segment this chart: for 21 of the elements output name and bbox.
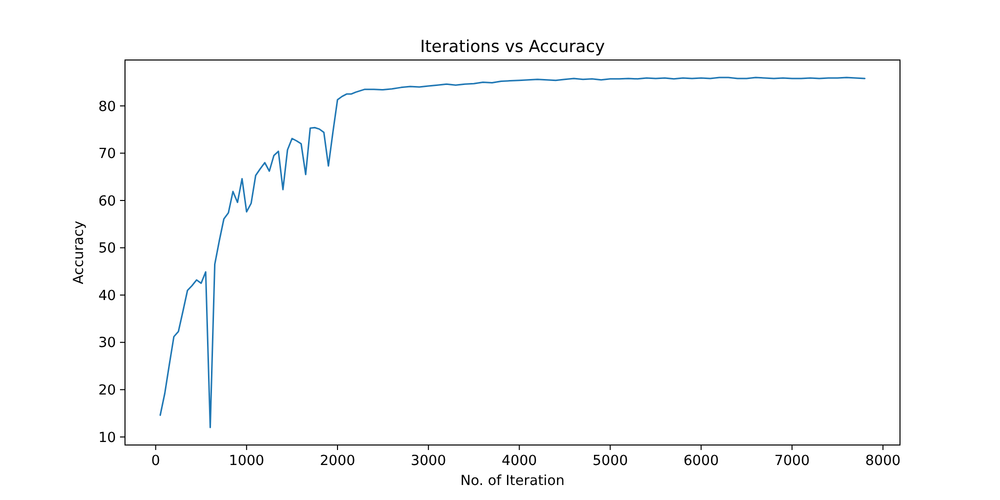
x-tick-label: 1000: [228, 453, 264, 469]
x-tick-label: 8000: [865, 453, 901, 469]
y-tick-label: 10: [98, 430, 116, 446]
x-tick-label: 5000: [592, 453, 628, 469]
y-tick-label: 50: [98, 240, 116, 257]
x-tick-label: 6000: [683, 453, 719, 469]
y-axis-title: Accuracy: [71, 220, 87, 284]
x-tick-label: 3000: [410, 453, 446, 469]
chart-title: Iterations vs Accuracy: [420, 36, 606, 56]
y-tick-label: 80: [98, 98, 116, 115]
y-tick-label: 40: [98, 288, 116, 304]
y-tick-label: 70: [98, 146, 116, 162]
y-tick-label: 30: [98, 335, 116, 352]
x-tick-label: 0: [151, 453, 160, 469]
x-tick-label: 7000: [774, 453, 810, 469]
line-series: [159, 76, 866, 428]
y-tick-label: 60: [98, 193, 116, 210]
x-tick-label: 4000: [502, 453, 537, 469]
x-tick-label: 2000: [320, 453, 356, 469]
x-axis-title: No. of Iteration: [460, 473, 565, 489]
y-tick-label: 20: [98, 382, 116, 399]
